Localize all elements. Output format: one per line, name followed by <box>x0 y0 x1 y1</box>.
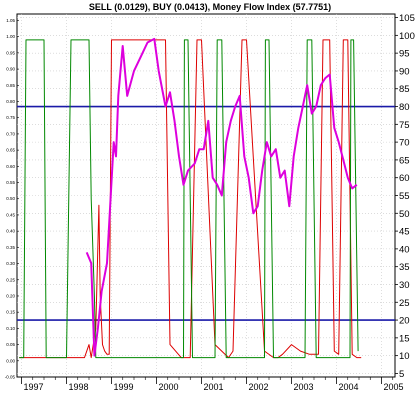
x-tick-label: 1999 <box>114 382 134 392</box>
y-left-tick-label: 0.50 <box>6 196 15 201</box>
y-right-tick-label: 105 <box>399 13 415 24</box>
y-left-tick-label: 0.80 <box>6 99 15 104</box>
y-right-tick-label: 85 <box>399 84 410 95</box>
y-right-tick-label: 65 <box>399 155 410 166</box>
series-line-money-flow-index <box>85 37 358 357</box>
y-left-tick-label: 0.35 <box>6 245 15 250</box>
y-left-tick-label: 0.75 <box>6 115 15 120</box>
y-left-tick-label: 0.65 <box>6 148 15 153</box>
y-right-tick-label: 95 <box>399 49 410 60</box>
y-right-tick-label: 70 <box>399 138 410 149</box>
x-tick-label: 2002 <box>249 382 269 392</box>
y-right-tick-label: 30 <box>399 280 410 291</box>
y-right-tick-label: 40 <box>399 244 410 255</box>
y-right-tick-label: 25 <box>399 298 410 309</box>
y-axis-left: 1.05 1.00 0.95 0.90 0.85 0.80 0.75 0.70 0.65 0.60… <box>5 18 19 380</box>
x-tick-label: 2004 <box>339 382 359 392</box>
y-left-tick-label: 0.70 <box>6 131 15 136</box>
y-left-tick-label: 0.60 <box>6 164 15 169</box>
y-right-tick-label: 5 <box>399 369 404 380</box>
y-left-tick-label: 0.20 <box>6 293 15 298</box>
y-left-tick-label: 0.05 <box>6 342 15 347</box>
y-left-tick-label: 0.95 <box>6 50 15 55</box>
y-left-tick-label: 0.25 <box>6 277 15 282</box>
y-left-tick-label: 0.55 <box>6 180 15 185</box>
y-right-tick-label: 100 <box>399 31 415 42</box>
x-tick-label: 2003 <box>294 382 314 392</box>
y-left-tick-label: 0.30 <box>6 261 15 266</box>
y-left-tick-label: 0.90 <box>6 67 15 72</box>
y-left-tick-label: 0.85 <box>6 83 15 88</box>
y-right-tick-label: 60 <box>399 173 410 184</box>
x-tick-label: 1998 <box>69 382 89 392</box>
y-left-tick-label: 0.15 <box>6 310 15 315</box>
x-tick-label: 2005 <box>384 382 404 392</box>
y-left-tick-label: 1.00 <box>6 34 15 39</box>
y-left-tick-label: 0.10 <box>6 326 15 331</box>
y-right-tick-label: 15 <box>399 333 410 344</box>
y-right-tick-label: 50 <box>399 209 410 220</box>
y-left-tick-label: 0.45 <box>6 212 15 217</box>
y-axis-right: 1051009590858075706560555045403530252015… <box>395 13 415 380</box>
y-right-tick-label: 75 <box>399 120 410 131</box>
y-left-tick-label: 0.00 <box>6 358 15 363</box>
x-tick-label: 2000 <box>159 382 179 392</box>
y-right-tick-label: 10 <box>399 351 410 362</box>
y-right-tick-label: 35 <box>399 262 410 273</box>
y-left-tick-label: -0.05 <box>5 375 16 380</box>
y-left-tick-label: 0.40 <box>6 229 15 234</box>
chart-title: SELL (0.0129), BUY (0.0413), Money Flow … <box>89 2 331 12</box>
y-right-tick-label: 20 <box>399 316 410 327</box>
x-axis: 1997 1998 1999 2000 2001 2002 2003 2004 2005 <box>21 377 404 392</box>
series-line-sell <box>19 39 362 359</box>
y-left-tick-label: 1.05 <box>6 18 15 23</box>
series-layer <box>19 37 362 359</box>
y-right-tick-label: 80 <box>399 102 410 113</box>
series-line-buy <box>19 39 359 359</box>
y-right-tick-label: 90 <box>399 66 410 77</box>
y-right-tick-label: 45 <box>399 227 410 238</box>
y-right-tick-label: 55 <box>399 191 410 202</box>
x-tick-label: 1997 <box>24 382 44 392</box>
x-tick-label: 2001 <box>204 382 224 392</box>
